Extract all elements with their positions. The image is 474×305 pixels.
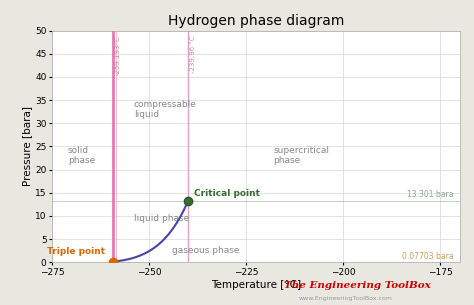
Text: Critical point: Critical point: [194, 189, 260, 198]
Text: compressable
liquid: compressable liquid: [134, 100, 197, 119]
Title: Hydrogen phase diagram: Hydrogen phase diagram: [168, 14, 344, 28]
Text: The Engineering ToolBox: The Engineering ToolBox: [284, 281, 431, 290]
Text: solid
phase: solid phase: [68, 146, 95, 165]
Text: supercritical
phase: supercritical phase: [273, 146, 329, 165]
Text: liquid phase: liquid phase: [134, 214, 189, 223]
Text: 13.301 bara: 13.301 bara: [408, 190, 454, 199]
Text: -259.193°C: -259.193°C: [115, 35, 121, 75]
Text: 0.07703 bara: 0.07703 bara: [402, 252, 454, 260]
Text: -239.96 °C: -239.96 °C: [190, 35, 196, 73]
Text: Triple point: Triple point: [47, 247, 105, 257]
X-axis label: Temperature [°C]: Temperature [°C]: [211, 280, 301, 290]
Y-axis label: Pressure [bara]: Pressure [bara]: [22, 106, 32, 186]
Text: gaseous phase: gaseous phase: [173, 246, 240, 255]
Text: www.EngineeringToolBox.com: www.EngineeringToolBox.com: [299, 296, 392, 301]
